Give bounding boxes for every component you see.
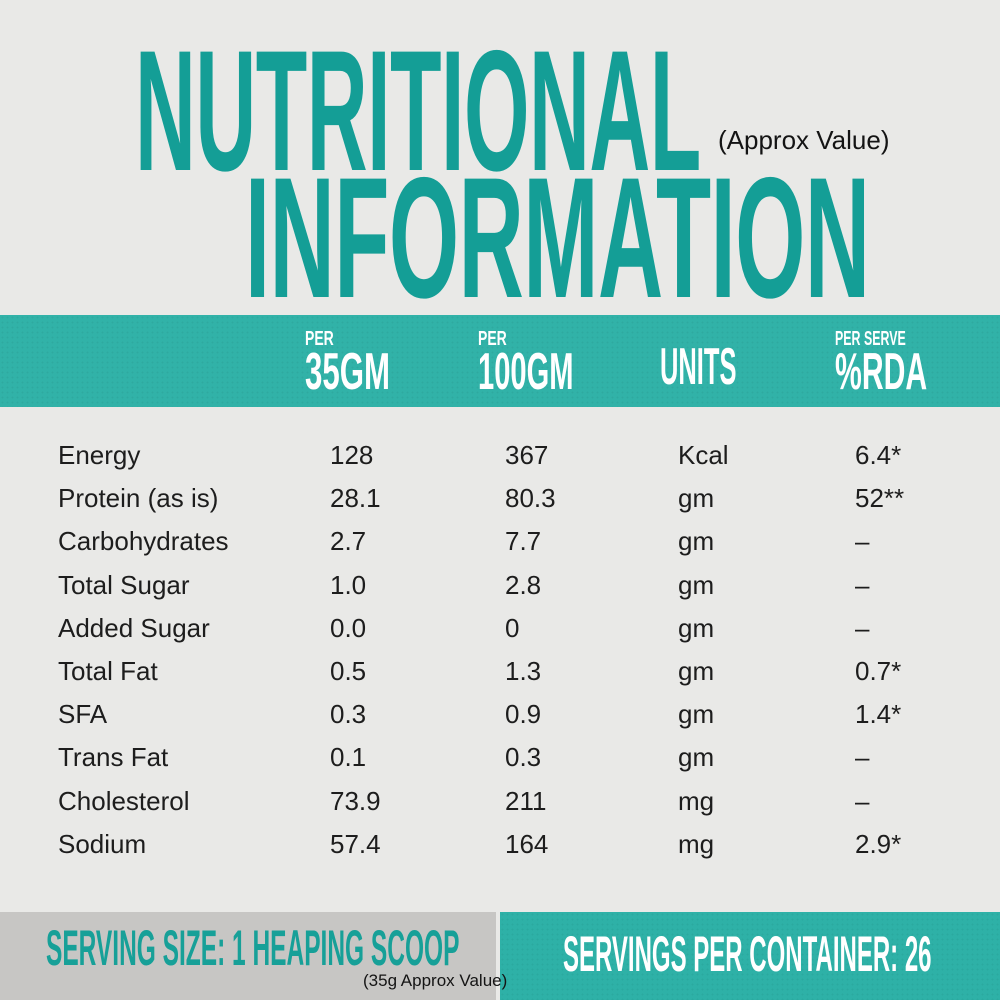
value-per-100gm: 164 <box>505 828 549 859</box>
value-per-35gm: 2.7 <box>330 526 367 557</box>
serving-size-panel <box>0 912 496 1000</box>
value-rda: – <box>855 612 870 643</box>
row-label: Total Fat <box>58 656 158 687</box>
value-per-100gm: 0.3 <box>505 742 542 773</box>
table-row: Added Sugar 0.0 0 gm – <box>0 607 1000 650</box>
rda-label: %RDA <box>835 343 928 401</box>
page-title-line1: NUTRITIONAL <box>135 15 701 207</box>
row-label: Protein (as is) <box>58 483 219 514</box>
value-rda: – <box>855 526 870 557</box>
value-rda: – <box>855 785 870 816</box>
value-per-35gm: 28.1 <box>330 483 381 514</box>
title-approx-note: (Approx Value) <box>718 125 890 155</box>
row-label: Added Sugar <box>58 612 210 643</box>
column-header-per-35gm: PER 35GM <box>305 329 447 398</box>
value-units: gm <box>678 526 715 557</box>
servings-per-container-panel <box>500 912 1000 1000</box>
table-row: Total Fat 0.5 1.3 gm 0.7* <box>0 650 1000 693</box>
value-per-100gm: 0 <box>505 612 520 643</box>
table-header-band: PER 35GM PER 100GM UNITS PER SERVE %RDA <box>0 315 1000 407</box>
value-per-35gm: 57.4 <box>330 828 381 859</box>
table-row: SFA 0.3 0.9 gm 1.4* <box>0 693 1000 736</box>
per-label: PER <box>305 328 334 350</box>
value-per-35gm: 128 <box>330 440 374 471</box>
value-per-100gm: 80.3 <box>505 483 556 514</box>
value-per-100gm: 367 <box>505 440 549 471</box>
per-label: PER <box>478 328 507 350</box>
value-per-100gm: 7.7 <box>505 526 542 557</box>
per-35gm-label: 35GM <box>305 343 390 401</box>
value-per-35gm: 0.1 <box>330 742 367 773</box>
column-header-per-100gm: PER 100GM <box>478 329 649 398</box>
value-units: mg <box>678 785 715 816</box>
value-rda: – <box>855 742 870 773</box>
value-per-100gm: 211 <box>505 785 547 816</box>
row-label: Sodium <box>58 828 147 859</box>
value-per-35gm: 73.9 <box>330 785 381 816</box>
table-row: Cholesterol 73.9 211 mg – <box>0 780 1000 823</box>
column-header-units: UNITS <box>660 338 816 396</box>
value-per-100gm: 2.8 <box>505 569 542 600</box>
value-units: gm <box>678 612 715 643</box>
value-units: gm <box>678 483 715 514</box>
row-label: Trans Fat <box>58 742 169 773</box>
per-100gm-label: 100GM <box>478 343 574 401</box>
table-row: Sodium 57.4 164 mg 2.9* <box>0 823 1000 866</box>
value-per-35gm: 0.0 <box>330 612 367 643</box>
row-label: Cholesterol <box>58 785 190 816</box>
value-units: gm <box>678 656 715 687</box>
row-label: Carbohydrates <box>58 526 229 557</box>
value-per-100gm: 1.3 <box>505 656 542 687</box>
value-rda: – <box>855 569 870 600</box>
value-per-100gm: 0.9 <box>505 699 542 730</box>
value-rda: 6.4* <box>855 440 902 471</box>
servings-per-container-text: SERVINGS PER CONTAINER: 26 <box>563 926 932 982</box>
row-label: Energy <box>58 440 141 471</box>
value-units: gm <box>678 569 715 600</box>
value-per-35gm: 0.5 <box>330 656 367 687</box>
table-row: Total Sugar 1.0 2.8 gm – <box>0 564 1000 607</box>
value-per-35gm: 1.0 <box>330 569 367 600</box>
per-serve-label: PER SERVE <box>835 328 906 350</box>
value-units: gm <box>678 742 715 773</box>
nutrition-table: Energy 128 367 Kcal 6.4* Protein (as is)… <box>0 407 1000 866</box>
column-header-rda: PER SERVE %RDA <box>835 329 994 398</box>
page-title-line2: INFORMATION <box>245 142 870 334</box>
table-row: Protein (as is) 28.1 80.3 gm 52** <box>0 477 1000 520</box>
table-row: Energy 128 367 Kcal 6.4* <box>0 434 1000 477</box>
table-row: Carbohydrates 2.7 7.7 gm – <box>0 520 1000 563</box>
value-rda: 2.9* <box>855 828 902 859</box>
row-label: SFA <box>58 699 108 730</box>
table-row: Trans Fat 0.1 0.3 gm – <box>0 736 1000 779</box>
value-rda: 1.4* <box>855 699 902 730</box>
value-units: gm <box>678 699 715 730</box>
units-label: UNITS <box>660 338 737 396</box>
value-rda: 0.7* <box>855 656 902 687</box>
value-units: mg <box>678 828 715 859</box>
serving-size-note: (35g Approx Value) <box>363 971 508 990</box>
row-label: Total Sugar <box>58 569 190 600</box>
serving-size-text: SERVING SIZE: 1 HEAPING SCOOP <box>46 920 460 976</box>
value-rda: 52** <box>855 483 905 514</box>
value-per-35gm: 0.3 <box>330 699 367 730</box>
value-units: Kcal <box>678 440 729 471</box>
